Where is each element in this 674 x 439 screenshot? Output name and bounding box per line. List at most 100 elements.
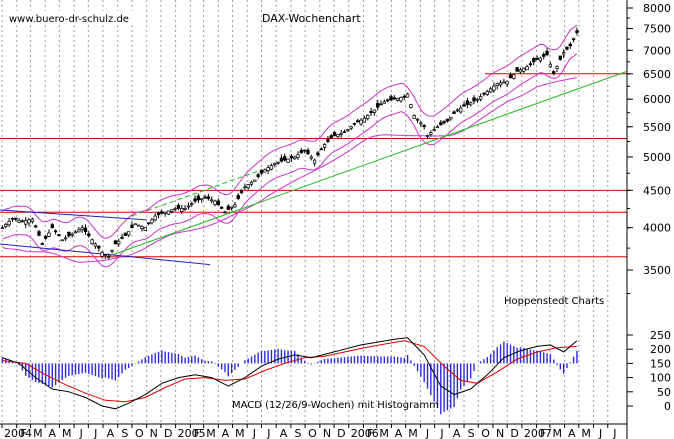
macd-tick-label: 150 [650, 357, 671, 370]
candle-body [376, 102, 380, 108]
candle-body [312, 159, 317, 164]
candle-body [246, 184, 250, 189]
candle-body [455, 109, 460, 112]
candle-body [53, 230, 58, 233]
candle-body [528, 63, 533, 66]
candle-body [73, 231, 78, 234]
candle-body [60, 239, 64, 242]
candle-body [475, 98, 479, 101]
candle-body [233, 204, 237, 208]
candle-body [548, 63, 553, 68]
candle-body [239, 189, 244, 194]
candle-body [299, 150, 303, 154]
candle-body [4, 224, 8, 227]
candle-body [17, 220, 21, 223]
candle-body [429, 132, 433, 135]
price-candles [0, 27, 579, 260]
candle-body [386, 99, 390, 102]
time-label: J [252, 427, 256, 439]
time-label: A [453, 427, 461, 439]
candle-body [462, 104, 466, 107]
time-label: M [235, 427, 245, 439]
candle-body [492, 85, 496, 91]
time-label: M [62, 427, 72, 439]
time-label: 2004 [4, 427, 32, 439]
candle-body [336, 134, 340, 137]
time-label: F [20, 427, 26, 439]
candle-body [419, 122, 423, 125]
candle-body [14, 217, 18, 220]
candle-body [425, 135, 430, 137]
candle-body [326, 139, 330, 142]
candle-body [395, 97, 400, 101]
time-label: N [323, 427, 331, 439]
chart-title: DAX-Wochenchart [262, 12, 361, 25]
candle-body [415, 118, 420, 121]
candle-body [249, 181, 254, 185]
candle-body [372, 109, 377, 113]
candle-body [515, 67, 519, 72]
candle-body [435, 126, 440, 129]
candle-body [382, 101, 386, 104]
candle-body [442, 120, 446, 124]
uptrend-line [107, 70, 628, 258]
time-label: N [150, 427, 158, 439]
envelope-bands [2, 24, 578, 268]
candle-body [256, 174, 260, 177]
time-label: J [79, 427, 83, 439]
time-label: N [496, 427, 504, 439]
candle-body [565, 46, 569, 50]
candle-body [498, 82, 503, 86]
candle-body [43, 235, 48, 239]
candle-body [352, 122, 357, 125]
time-label: D [510, 427, 518, 439]
candle-body [27, 219, 31, 224]
candle-body [309, 156, 313, 159]
candle-body [465, 100, 470, 105]
candle-body [133, 223, 137, 226]
candle-body [402, 95, 406, 98]
candle-body [412, 115, 416, 119]
time-label: A [395, 427, 403, 439]
candle-body [349, 126, 353, 129]
candle-body [146, 222, 151, 225]
price-tick-label: 5000 [643, 151, 671, 164]
candle-body [200, 198, 204, 201]
candle-body [253, 179, 257, 182]
macd-label: MACD (12/26/9-Wochen) mit Histogramm [232, 400, 439, 411]
candle-body [93, 243, 98, 247]
candle-body [472, 97, 476, 102]
candle-body [538, 57, 543, 62]
candle-body [459, 107, 463, 113]
candle-body [293, 156, 297, 160]
candle-body [322, 144, 327, 148]
candle-body [518, 69, 523, 73]
candle-body [273, 163, 277, 165]
watermark: www.buero-dr-schulz.de [9, 14, 129, 25]
candle-body [24, 220, 28, 225]
candle-body [505, 80, 509, 85]
candle-body [243, 186, 247, 189]
macd-tick-label: 250 [650, 329, 671, 342]
candle-body [219, 206, 224, 209]
price-tick-label: 8000 [643, 2, 671, 15]
price-axis: 8000 7500 7000 6500 6000 5500 5000 4500 4000 3500 [627, 2, 671, 294]
candle-body [508, 74, 513, 79]
candle-body [190, 203, 194, 205]
candle-body [229, 206, 234, 209]
price-tick-label: 6500 [643, 68, 671, 81]
candle-body [127, 231, 131, 236]
candle-body [97, 245, 101, 249]
candle-body [140, 226, 144, 229]
candle-body [568, 43, 572, 47]
candle-body [409, 104, 413, 108]
candle-body [266, 167, 270, 172]
candle-body [389, 96, 393, 101]
candle-body [107, 256, 111, 259]
candle-body [193, 198, 197, 202]
price-tick-label: 4000 [643, 222, 671, 235]
candle-body [535, 57, 539, 60]
